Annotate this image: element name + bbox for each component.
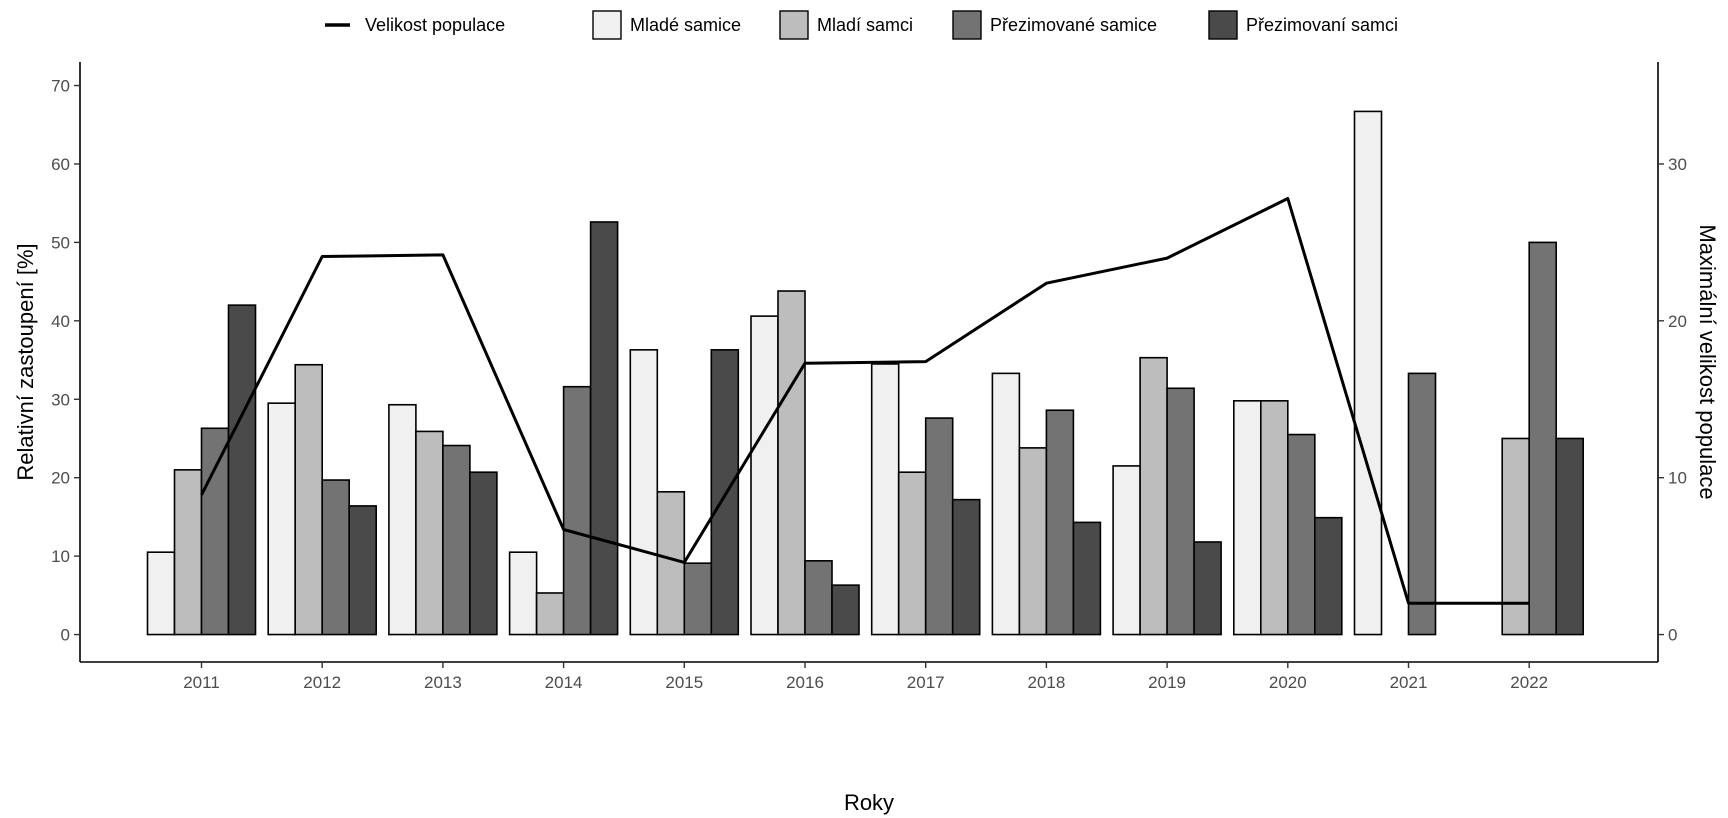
bar-2-2017 [924,417,954,636]
bar-0-2014 [508,551,538,636]
legend-key-0 [592,10,622,40]
bar-2-2013 [442,444,471,636]
bar-2-2015 [683,562,713,636]
x-tick-label: 2018 [1027,673,1065,692]
y2-tick-label: 0 [1668,626,1677,645]
x-tick-label: 2015 [665,673,703,692]
legend-label: Přezimované samice [990,15,1157,35]
x-tick-label: 2011 [183,673,220,692]
y2-axis-title: Maximální velikost populace [1695,224,1720,499]
bar-1-2020 [1260,400,1289,636]
legend: Velikost populace Mladé samice Mladí samci… [325,10,1398,40]
bar-1-2013 [415,430,444,636]
x-tick-label: 2022 [1510,673,1548,692]
x-tick-label: 2013 [424,673,462,692]
y-tick-label: 10 [51,547,70,566]
bar-3-2016 [831,584,860,636]
bar-1-2019 [1139,356,1168,636]
bar-3-2015 [710,349,740,636]
legend-key-3 [1208,10,1238,40]
y2-tick-label: 30 [1668,155,1687,174]
y-tick-label: 40 [51,312,70,331]
bar-1-2016 [777,290,806,636]
legend-label: Mladí samci [817,15,913,35]
bar-0-2020 [1233,400,1262,636]
bar-3-2019 [1193,541,1222,636]
x-tick-label: 2020 [1269,673,1307,692]
x-tick-label: 2012 [303,673,341,692]
bar-2-2011 [200,427,230,636]
bar-2-2022 [1528,241,1557,636]
bar-3-2020 [1314,516,1343,636]
legend-key-1 [779,10,809,40]
bar-3-2018 [1072,521,1102,636]
x-tick-label: 2014 [545,673,583,692]
bar-3-2017 [951,498,981,636]
bar-0-2016 [750,315,779,636]
bar-0-2018 [991,372,1021,636]
y2-tick-label: 20 [1668,312,1687,331]
axes: 0 10 20 30 40 50 60 70 0 10 20 30 2011 2012 2013 2014 20… [51,62,1687,692]
y-tick-label: 0 [61,626,70,645]
bar-1-2011 [173,469,203,636]
legend-label: Přezimovaní samci [1246,15,1398,35]
bar-0-2013 [388,403,417,636]
bar-3-2011 [227,304,257,636]
bar-2-2012 [321,479,351,636]
bar-2-2019 [1166,387,1195,636]
bar-3-2012 [348,505,378,636]
bar-0-2019 [1112,465,1141,636]
bar-2-2021 [1407,372,1437,636]
y-axis-title: Relativní zastoupení [%] [13,243,38,480]
bar-2-2020 [1287,433,1316,636]
bar-1-2017 [897,471,927,636]
bar-1-2022 [1501,437,1530,636]
bar-2-2014 [562,385,592,636]
bar-0-2011 [146,551,176,636]
bar-0-2021 [1353,110,1383,636]
y-tick-label: 30 [51,390,70,409]
bar-0-2015 [629,349,659,636]
legend-key-2 [952,10,982,40]
bar-1-2014 [535,592,565,636]
bar-1-2015 [656,491,686,636]
bar-3-2013 [469,471,498,636]
bars-layer [146,110,1584,636]
y-tick-label: 20 [51,469,70,488]
x-tick-label: 2016 [786,673,824,692]
bar-0-2012 [267,402,297,636]
y2-tick-label: 10 [1668,469,1687,488]
x-tick-label: 2017 [907,673,945,692]
y-tick-label: 60 [51,155,70,174]
x-tick-label: 2019 [1148,673,1186,692]
bar-1-2012 [294,363,324,636]
x-axis-title: Roky [844,790,894,815]
bar-1-2018 [1018,447,1048,636]
x-tick-label: 2021 [1390,673,1428,692]
bar-0-2017 [870,363,900,636]
y-tick-label: 50 [51,233,70,252]
legend-label: Mladé samice [630,15,741,35]
legend-label: Velikost populace [365,15,505,35]
population-line [200,197,1530,605]
y-tick-label: 70 [51,77,70,96]
bar-3-2022 [1555,437,1584,636]
bar-3-2014 [589,221,619,636]
bar-2-2016 [804,560,833,636]
bar-2-2018 [1045,409,1075,636]
